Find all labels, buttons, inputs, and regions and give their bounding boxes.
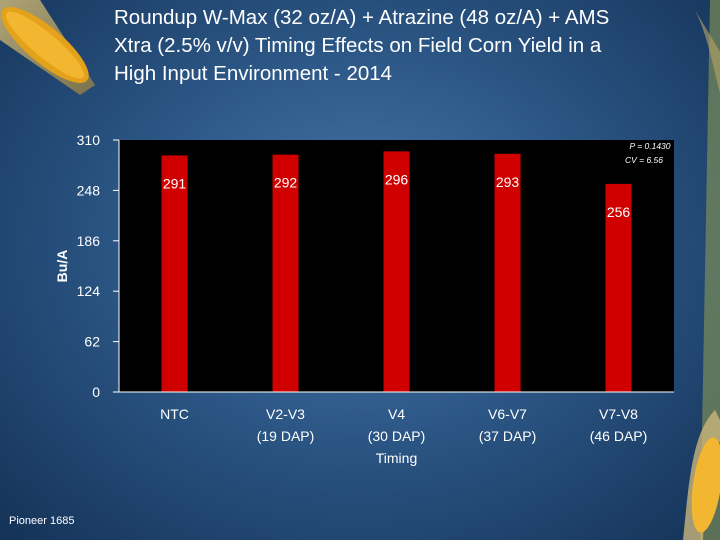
y-tick-label: 186 bbox=[77, 233, 101, 249]
x-axis-label: Timing bbox=[376, 450, 418, 466]
x-tick-label: NTC bbox=[160, 406, 189, 422]
x-tick-label: (46 DAP) bbox=[590, 428, 648, 444]
slide-title: Roundup W-Max (32 oz/A) + Atrazine (48 o… bbox=[114, 4, 710, 88]
corn-stalk-right-image bbox=[683, 0, 720, 540]
bar-value-label: 291 bbox=[163, 175, 187, 191]
bar bbox=[161, 155, 188, 392]
title-line: High Input Environment - 2014 bbox=[114, 62, 393, 85]
y-tick-label: 248 bbox=[77, 182, 101, 198]
bar bbox=[272, 154, 299, 392]
bar bbox=[383, 151, 410, 392]
title-line: Xtra (2.5% v/v) Timing Effects on Field … bbox=[114, 34, 602, 57]
bar-value-label: 296 bbox=[385, 171, 409, 187]
hybrid-footnote: Pioneer 1685 bbox=[9, 515, 75, 527]
y-tick-label: 62 bbox=[84, 334, 100, 350]
y-tick-label: 0 bbox=[92, 384, 100, 400]
x-tick-label: V4 bbox=[388, 406, 405, 422]
bar bbox=[605, 183, 632, 392]
x-tick-label: V6-V7 bbox=[488, 406, 527, 422]
p-value-annotation: P = 0.1430 bbox=[629, 141, 670, 151]
y-tick-label: 124 bbox=[77, 283, 101, 299]
y-axis: 0 62 124 186 248 310 bbox=[77, 132, 120, 400]
y-axis-label: Bu/A bbox=[54, 250, 70, 283]
corn-cob-left-image bbox=[0, 0, 95, 95]
cv-annotation: CV = 6.56 bbox=[625, 155, 663, 165]
x-tick-label: (37 DAP) bbox=[479, 428, 537, 444]
x-tick-label: (30 DAP) bbox=[368, 428, 426, 444]
bar-value-label: 256 bbox=[607, 204, 631, 220]
x-tick-label: V7-V8 bbox=[599, 406, 638, 422]
x-tick-label: (19 DAP) bbox=[257, 428, 315, 444]
bar-value-label: 292 bbox=[274, 175, 298, 191]
bars: 291 292 296 293 256 bbox=[161, 151, 632, 392]
title-line: Roundup W-Max (32 oz/A) + Atrazine (48 o… bbox=[114, 6, 610, 29]
x-axis: NTC V2-V3 (19 DAP) V4 (30 DAP) V6-V7 (37 DAP) V… bbox=[119, 391, 674, 466]
bar-value-label: 293 bbox=[496, 174, 520, 190]
y-tick-label: 310 bbox=[77, 132, 101, 148]
x-tick-label: V2-V3 bbox=[266, 406, 305, 422]
bar bbox=[494, 153, 521, 392]
